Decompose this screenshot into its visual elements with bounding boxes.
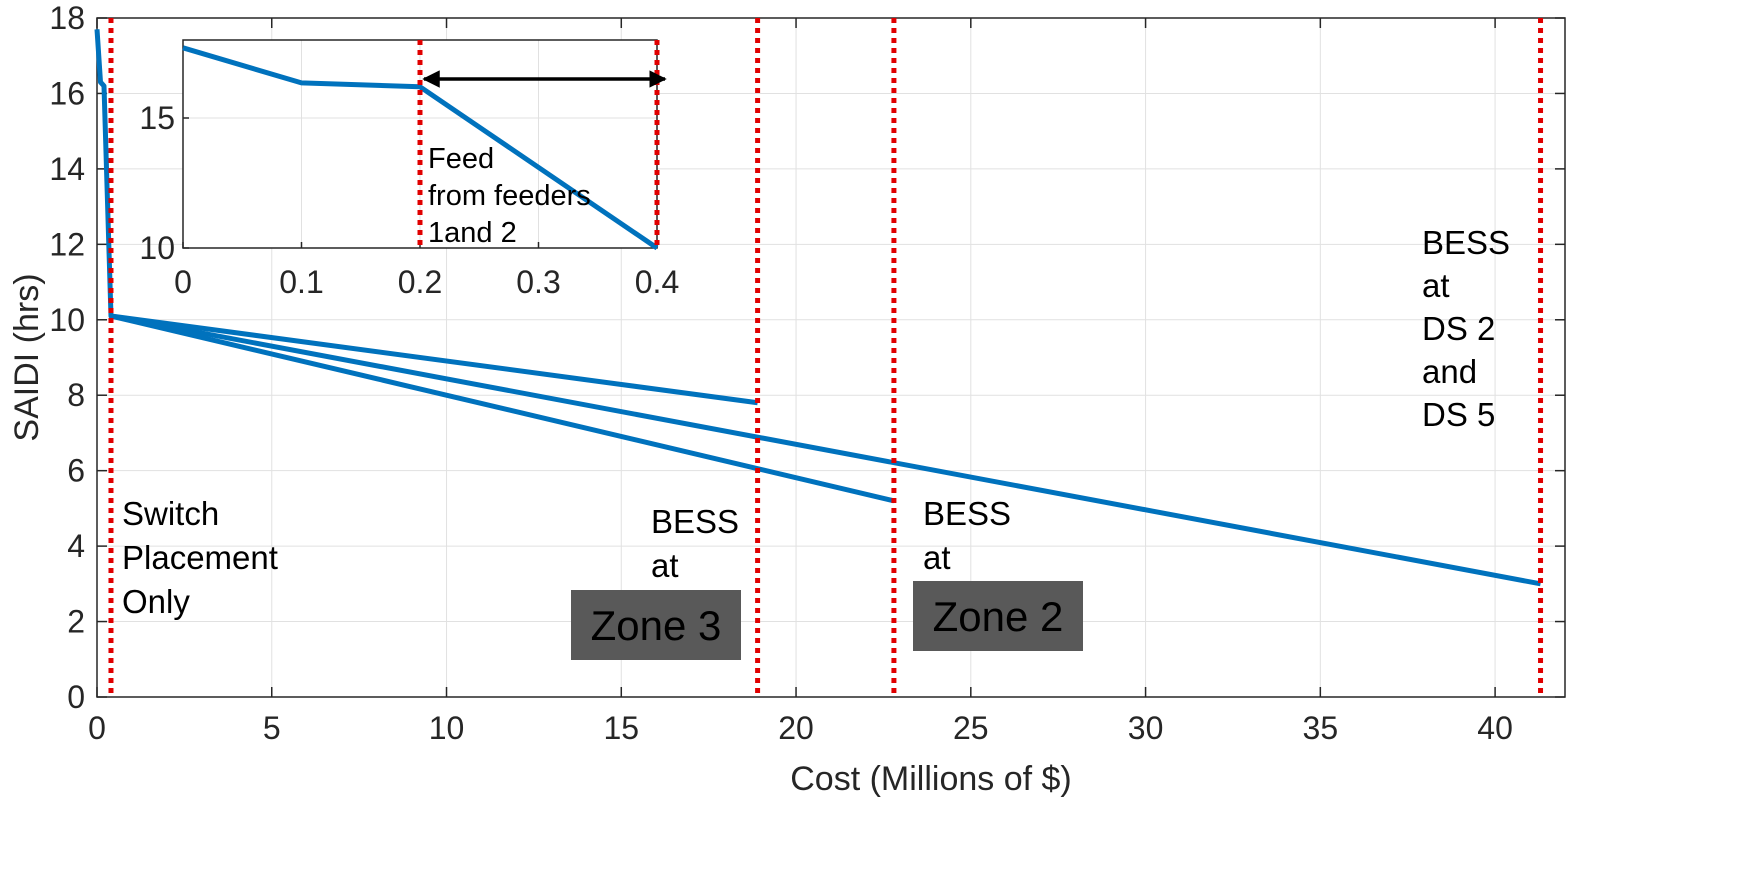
zone-box — [913, 581, 1083, 651]
main-axes: 0 5 10 15 20 25 30 35 40 0 2 4 6 8 10 12 14 16 18 Cost (Mil… — [8, 0, 1566, 798]
annotation-bessds-line: DS 5 — [1422, 396, 1495, 433]
y-tick-label: 8 — [67, 377, 85, 413]
annotation-bessds-line: and — [1422, 353, 1477, 390]
inset-x-tick-label: 0.1 — [279, 264, 323, 300]
y-tick-label: 0 — [67, 679, 85, 715]
x-tick-label: 10 — [429, 710, 465, 746]
y-tick-label: 6 — [67, 453, 85, 489]
series-line — [110, 313, 1541, 587]
annotation-bessds-line: at — [1422, 267, 1450, 304]
inset-x-tick-label: 0.4 — [635, 264, 679, 300]
annotation-bess3-line: BESS — [651, 503, 739, 540]
annotation-switch-line: Only — [122, 583, 190, 620]
inset-x-tick-label: 0.3 — [516, 264, 560, 300]
x-tick-label: 35 — [1303, 710, 1339, 746]
y-tick-label: 4 — [67, 528, 85, 564]
main-series — [94, 29, 1541, 587]
inset-y-tick-label: 10 — [139, 230, 175, 266]
annotation-bess2-line: BESS — [923, 495, 1011, 532]
x-tick-label: 40 — [1477, 710, 1513, 746]
inset-annotation-line: from feeders — [428, 180, 591, 212]
y-tick-label: 14 — [49, 151, 85, 187]
zone-box — [571, 590, 741, 660]
inset-annotation-line: 1and 2 — [428, 217, 517, 249]
y-tick-label: 18 — [49, 0, 85, 36]
zone-label: Zone 3 — [591, 602, 722, 649]
annotation-switch-line: Switch — [122, 495, 219, 532]
series-line — [110, 313, 895, 504]
inset-x-tick-label: 0.2 — [398, 264, 442, 300]
x-tick-label: 25 — [953, 710, 989, 746]
annotation-switch-line: Placement — [122, 539, 278, 576]
x-tick-label: 0 — [88, 710, 106, 746]
y-tick-label: 16 — [49, 75, 85, 111]
main-annotations: Switch Placement Only BESS at Zone 3 BESS at Zon… — [122, 224, 1510, 660]
inset-series-line — [182, 45, 659, 251]
y-axis-label: SAIDI (hrs) — [8, 273, 46, 441]
y-tick-label: 12 — [49, 226, 85, 262]
y-tick-label: 2 — [67, 604, 85, 640]
annotation-bessds-line: DS 2 — [1422, 310, 1495, 347]
annotation-bess3-line: at — [651, 547, 679, 584]
x-tick-label: 5 — [263, 710, 281, 746]
inset-annotation-line: Feed — [428, 143, 494, 175]
annotation-bess2-line: at — [923, 539, 951, 576]
x-axis-label: Cost (Millions of $) — [790, 760, 1072, 798]
inset-x-tick-label: 0 — [174, 264, 192, 300]
annotation-bessds-line: BESS — [1422, 224, 1510, 261]
x-tick-label: 15 — [603, 710, 639, 746]
y-tick-label: 10 — [49, 302, 85, 338]
main-vlines — [108, 18, 1544, 697]
x-tick-label: 20 — [778, 710, 814, 746]
plot-frame — [96, 17, 1566, 698]
series-line — [94, 29, 758, 406]
x-tick-label: 30 — [1128, 710, 1164, 746]
zone-label: Zone 2 — [933, 593, 1064, 640]
inset-y-tick-label: 15 — [139, 100, 175, 136]
inset-chart: 0 0.1 0.2 0.3 0.4 10 15 Feed from feeders 1and 2 — [139, 39, 679, 300]
